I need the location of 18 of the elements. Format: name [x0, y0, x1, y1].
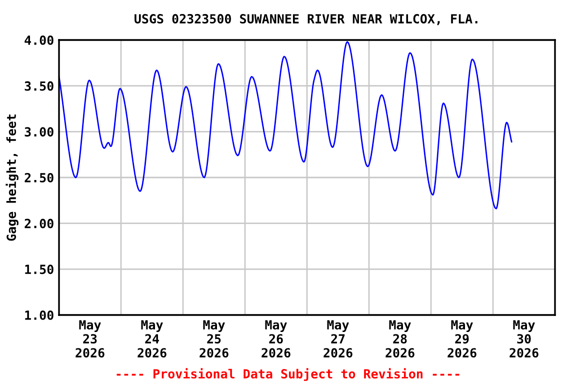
x-tick-label: May 24 2026 — [138, 320, 166, 358]
x-tick-label: May 29 2026 — [448, 320, 476, 358]
y-tick-label: 2.50 — [24, 172, 54, 182]
y-tick-label: 1.50 — [25, 264, 54, 274]
x-tick-label: May 26 2026 — [262, 320, 290, 358]
x-tick-label: May 27 2026 — [324, 320, 352, 358]
x-tick-label: May 25 2026 — [200, 320, 228, 358]
text: ---- Provisional Data Subject to Revision ---- — [116, 368, 460, 381]
x-tick-label: May 23 2026 — [76, 320, 104, 358]
chart-title: USGS 02323500 SUWANNEE RIVER NEAR WILCOX, FLA. — [134, 14, 478, 26]
y-tick-label: 3.50 — [24, 81, 54, 91]
x-tick-label: May 30 2026 — [510, 320, 538, 358]
y-tick-label: 2.00 — [24, 218, 54, 228]
y-tick-label: 4.00 — [24, 35, 54, 45]
x-tick-label: May 28 2026 — [386, 320, 414, 358]
y-tick-label: 1.00 — [25, 310, 54, 320]
y-axis-title: Gage height, feet — [6, 114, 18, 241]
y-tick-label: 3.00 — [24, 127, 54, 137]
